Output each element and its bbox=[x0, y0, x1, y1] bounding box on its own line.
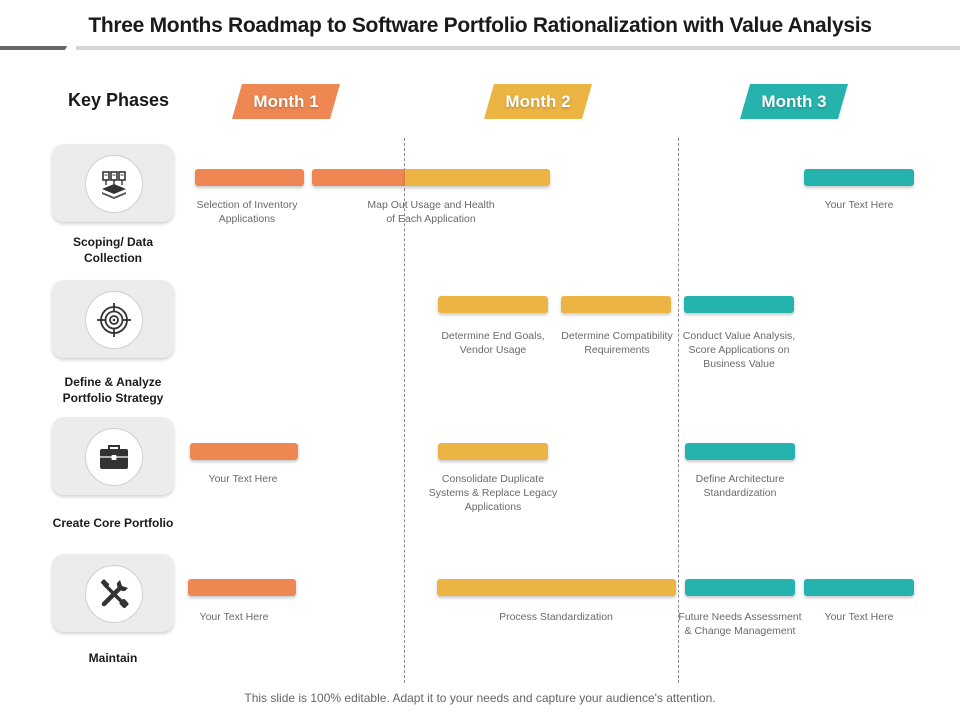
task-bar bbox=[190, 443, 298, 460]
footer-note: This slide is 100% editable. Adapt it to… bbox=[244, 691, 716, 705]
briefcase-icon bbox=[100, 445, 128, 469]
task-label: Your Text Here bbox=[208, 473, 278, 485]
title-underline-accent bbox=[0, 46, 70, 50]
phase-icon-circle bbox=[85, 565, 143, 623]
task-label: Process Standardization bbox=[499, 611, 613, 623]
task-bar bbox=[685, 443, 795, 460]
task-bar bbox=[684, 296, 794, 313]
task-label: Future Needs Assessment & Change Managem… bbox=[678, 611, 802, 637]
task-label: Map Out Usage and Health of Each Applica… bbox=[367, 199, 495, 225]
phase-label-maintain: Maintain bbox=[88, 651, 138, 665]
task-label: Selection of Inventory Applications bbox=[196, 199, 298, 225]
task-bar bbox=[438, 443, 548, 460]
task-label: Determine Compatibility Requirements bbox=[561, 330, 673, 356]
month-divider-1 bbox=[404, 138, 405, 683]
phase-icon-circle bbox=[85, 428, 143, 486]
title-underline bbox=[76, 46, 960, 50]
task-bar bbox=[438, 296, 548, 313]
phase-card-maintain bbox=[52, 554, 174, 632]
phase-card-strategy bbox=[52, 280, 174, 358]
target-icon bbox=[97, 303, 131, 337]
task-label: Your Text Here bbox=[199, 611, 269, 623]
task-label: Consolidate Duplicate Systems & Replace … bbox=[428, 473, 558, 513]
key-phases-heading: Key Phases bbox=[68, 90, 170, 110]
task-bar bbox=[312, 169, 405, 186]
phase-label-core-portfolio: Create Core Portfolio bbox=[52, 516, 174, 530]
page-title: Three Months Roadmap to Software Portfol… bbox=[88, 14, 872, 37]
month-3-header: Month 3 bbox=[740, 84, 848, 119]
task-bar bbox=[685, 579, 795, 596]
task-label: Conduct Value Analysis, Score Applicatio… bbox=[682, 330, 796, 370]
phase-label-scoping: Scoping/ Data Collection bbox=[72, 235, 153, 265]
task-label: Determine End Goals, Vendor Usage bbox=[441, 330, 545, 356]
task-bar bbox=[437, 579, 676, 596]
task-bar bbox=[804, 579, 914, 596]
task-label: Your Text Here bbox=[824, 611, 894, 623]
month-divider-2 bbox=[678, 138, 679, 683]
phase-icon-circle bbox=[85, 291, 143, 349]
phase-label-strategy: Define & Analyze Portfolio Strategy bbox=[62, 375, 164, 405]
task-bar bbox=[804, 169, 914, 186]
task-bar bbox=[405, 169, 550, 186]
month-1-header: Month 1 bbox=[232, 84, 340, 119]
server-network-icon bbox=[102, 171, 126, 199]
task-label: Define Architecture Standardization bbox=[695, 473, 785, 499]
phase-card-core-portfolio bbox=[52, 417, 174, 495]
phase-card-scoping bbox=[52, 144, 174, 222]
task-bar bbox=[561, 296, 671, 313]
tools-icon bbox=[100, 579, 129, 608]
task-bar bbox=[188, 579, 296, 596]
task-label: Your Text Here bbox=[824, 199, 894, 211]
task-bar bbox=[195, 169, 304, 186]
month-2-header: Month 2 bbox=[484, 84, 592, 119]
phase-icon-circle bbox=[85, 155, 143, 213]
